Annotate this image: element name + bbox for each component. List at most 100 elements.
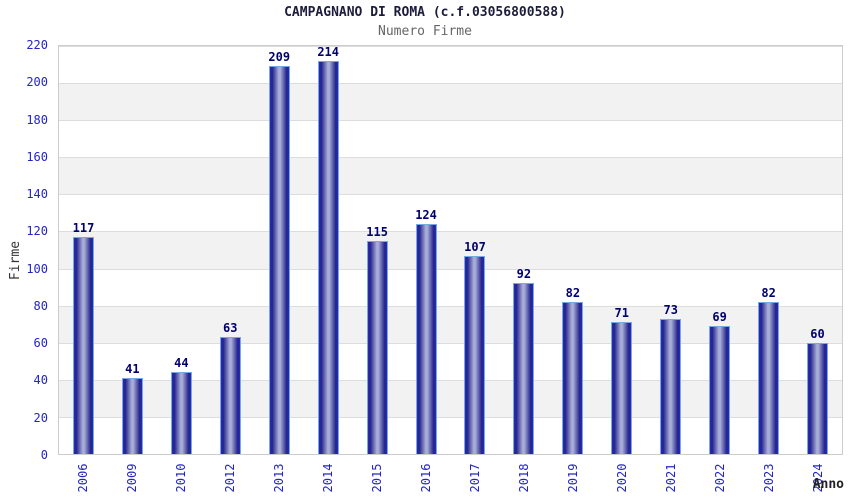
bar-value-label: 60 — [810, 326, 825, 341]
bar-slot: 209 — [255, 46, 304, 454]
x-tick-2023: 2023 — [745, 457, 794, 499]
bar-2015 — [366, 240, 388, 454]
x-axis-title: Anno — [812, 477, 844, 492]
bar-slot: 60 — [793, 46, 842, 454]
y-tick-label: 60 — [33, 336, 48, 351]
y-tick-label: 0 — [40, 448, 48, 462]
bar-value-label: 117 — [72, 221, 95, 236]
x-tick-2013: 2013 — [254, 457, 303, 499]
bar-2024 — [807, 342, 829, 454]
bar-2014 — [317, 61, 339, 454]
x-tick-label: 2016 — [418, 463, 433, 493]
x-tick-label: 2009 — [124, 463, 139, 493]
x-tick-label: 2012 — [222, 463, 237, 493]
bar-slot: 214 — [304, 46, 353, 454]
bar-value-label: 82 — [761, 285, 776, 300]
x-tick-2021: 2021 — [647, 457, 696, 499]
chart-subtitle: Numero Firme — [378, 24, 472, 39]
bar-value-label: 73 — [663, 302, 678, 317]
x-tick-2009: 2009 — [107, 457, 156, 499]
y-tick-label: 220 — [26, 38, 48, 52]
grid-band — [59, 268, 842, 306]
bar-2010 — [170, 372, 192, 454]
bar-2018 — [513, 283, 535, 454]
bar-slot: 63 — [206, 46, 255, 454]
bar-slot: 117 — [59, 46, 108, 454]
y-tick-label: 200 — [26, 75, 48, 90]
x-tick-label: 2006 — [75, 463, 90, 493]
grid-band — [59, 46, 842, 84]
chart-title: CAMPAGNANO DI ROMA (c.f.03056800588) — [284, 5, 566, 20]
bar-2019 — [562, 301, 584, 454]
x-tick-label: 2019 — [566, 463, 581, 493]
bar-2016 — [415, 224, 437, 454]
x-tick-2017: 2017 — [451, 457, 500, 499]
x-tick-label: 2014 — [320, 463, 335, 493]
grid-band — [59, 231, 842, 269]
bar-value-label: 115 — [366, 224, 388, 239]
x-tick-2018: 2018 — [500, 457, 549, 499]
bar-value-label: 209 — [268, 50, 291, 65]
y-tick-label: 180 — [26, 112, 48, 127]
x-tick-2014: 2014 — [303, 457, 352, 499]
x-tick-label: 2022 — [713, 463, 728, 493]
bar-value-label: 41 — [125, 361, 140, 376]
x-tick-2010: 2010 — [156, 457, 205, 499]
grid-band — [59, 120, 842, 158]
grid-band — [59, 194, 842, 232]
bar-value-label: 124 — [415, 208, 437, 223]
bar-slot: 69 — [695, 46, 744, 454]
bar-value-label: 92 — [516, 267, 532, 282]
x-axis: 2006 2009 2010 2012 2013 2014 2015 2016 2017 2018… — [58, 457, 843, 499]
x-tick-label: 2010 — [173, 463, 188, 493]
x-tick-label: 2023 — [762, 463, 777, 493]
bar-value-label: 214 — [317, 45, 339, 59]
bar-2013 — [268, 66, 290, 454]
bar-2017 — [464, 255, 486, 454]
bar-slot: 82 — [744, 46, 793, 454]
y-tick-label: 140 — [26, 187, 48, 202]
y-tick-label: 40 — [33, 373, 48, 388]
bar-value-label: 44 — [174, 356, 189, 371]
x-tick-label: 2017 — [468, 463, 483, 493]
y-tick-label: 160 — [26, 149, 48, 164]
bar-slot: 115 — [353, 46, 402, 454]
bar-slot: 73 — [646, 46, 695, 454]
bar-value-label: 82 — [565, 285, 581, 300]
x-tick-2015: 2015 — [352, 457, 401, 499]
grid-band — [59, 157, 842, 195]
bar-slot: 82 — [548, 46, 597, 454]
bar-slot: 107 — [451, 46, 500, 454]
bar-slot: 44 — [157, 46, 206, 454]
bar-slot: 41 — [108, 46, 157, 454]
x-tick-2012: 2012 — [205, 457, 254, 499]
bar-2006 — [72, 237, 94, 454]
grid-band — [59, 83, 842, 121]
bar-slot: 124 — [402, 46, 451, 454]
x-tick-label: 2020 — [615, 463, 630, 493]
x-tick-2020: 2020 — [598, 457, 647, 499]
x-tick-label: 2018 — [517, 463, 532, 493]
y-tick-label: 100 — [26, 261, 48, 276]
bar-value-label: 107 — [464, 239, 486, 254]
x-tick-2016: 2016 — [401, 457, 450, 499]
x-tick-label: 2013 — [271, 463, 286, 493]
bar-value-label: 63 — [223, 321, 238, 336]
bars-row: 117 41 44 63 209 214 115 124 107 92 82 71 73 69 82 60 — [59, 46, 842, 454]
bar-2012 — [219, 337, 241, 454]
bar-slot: 92 — [499, 46, 548, 454]
bar-2023 — [758, 301, 780, 454]
y-axis: 0 20 40 60 80 100 120 140 160 180 200 220 — [0, 39, 52, 461]
bar-slot: 71 — [597, 46, 646, 454]
y-tick-label: 80 — [33, 298, 48, 313]
bar-value-label: 69 — [712, 310, 727, 325]
x-tick-2006: 2006 — [58, 457, 107, 499]
bar-2009 — [121, 377, 143, 454]
bar-2020 — [611, 322, 633, 454]
x-tick-label: 2021 — [664, 463, 679, 493]
bar-value-label: 71 — [614, 306, 629, 321]
x-tick-2022: 2022 — [696, 457, 745, 499]
y-tick-label: 120 — [26, 224, 48, 239]
plot-area: 117 41 44 63 209 214 115 124 107 92 82 71 73 69 82 60 — [58, 45, 843, 455]
